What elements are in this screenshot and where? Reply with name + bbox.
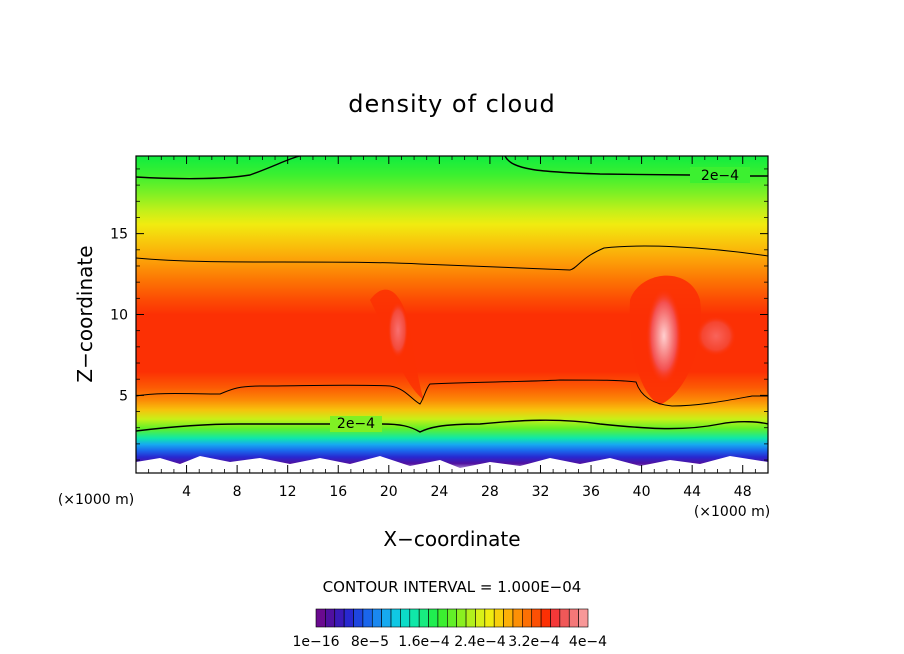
x-tick-label: 32 [532, 484, 550, 500]
contour-line-upper [136, 245, 768, 271]
colorbar-swatch [409, 608, 420, 628]
colorbar-swatch [447, 608, 457, 628]
updraft-core-right [646, 288, 682, 384]
y-tick-label: 5 [119, 388, 128, 404]
updraft-core-left [388, 302, 408, 358]
colorbar-tick-label: 1e−16 [292, 634, 339, 650]
x-tick-label: 12 [279, 484, 297, 500]
colorbar-swatch [484, 608, 495, 628]
y-tick-label: 15 [110, 227, 128, 243]
colorbar-swatch [362, 608, 373, 628]
colorbar-swatch [540, 608, 551, 628]
colorbar-swatch [550, 608, 561, 628]
colorbar-swatch [437, 608, 448, 628]
colorbar-tick-label: 4e−4 [569, 634, 607, 650]
colorbar-swatch [522, 608, 533, 628]
updraft-side-core [696, 316, 736, 356]
colorbar-swatch [456, 608, 467, 628]
x-axis-ticks: 4 8 12 16 20 24 28 32 36 40 44 48 [148, 156, 756, 500]
colorbar [315, 608, 589, 628]
colorbar-swatch [343, 608, 354, 628]
colorbar-swatch [568, 608, 579, 628]
y-axis-label: Z−coordinate [73, 245, 97, 382]
contour-line-lower [136, 419, 768, 433]
x-tick-label: 8 [233, 484, 242, 500]
colorbar-tick-label: 2.4e−4 [454, 634, 506, 650]
colorbar-tick-label: 3.2e−4 [508, 634, 560, 650]
colorbar-swatch [418, 608, 429, 628]
colorbar-swatch [465, 608, 476, 628]
colorbar-swatch [475, 608, 486, 628]
colorbar-swatch [512, 608, 523, 628]
colorbar-swatch [400, 608, 411, 628]
contour-label-bg-lower [330, 416, 382, 432]
contour-line-middle [136, 379, 768, 407]
colorbar-labels: 1e−16 8e−5 1.6e−4 2.4e−4 3.2e−4 4e−4 [292, 634, 607, 650]
colorbar-tick-label: 8e−5 [351, 634, 389, 650]
colorbar-swatch [578, 608, 589, 628]
contour-label-lower: 2e−4 [337, 416, 375, 432]
cloud-base-edge [136, 456, 768, 473]
x-tick-label: 48 [734, 484, 752, 500]
colorbar-swatch [390, 608, 401, 628]
colorbar-swatch [428, 608, 439, 628]
colorbar-swatch [381, 608, 392, 628]
x-tick-label: 20 [380, 484, 398, 500]
plot-area [136, 156, 768, 473]
contour-interval-text: CONTOUR INTERVAL = 1.000E−04 [323, 578, 582, 596]
contour-label-bg-top [690, 167, 750, 183]
colorbar-swatch [531, 608, 542, 628]
x-tick-label: 4 [182, 484, 191, 500]
colorbar-swatch [334, 608, 345, 628]
colorbar-swatch [503, 608, 514, 628]
colorbar-swatch [493, 608, 504, 628]
colorbar-swatch [371, 608, 382, 628]
colorbar-swatch [353, 608, 364, 628]
colorbar-swatch [559, 608, 570, 628]
x-tick-label: 44 [683, 484, 701, 500]
x-axis-label: X−coordinate [383, 527, 520, 551]
x-tick-label: 40 [633, 484, 651, 500]
y-axis-ticks: 5 10 15 [110, 168, 768, 461]
x-unit-left: (×1000 m) [58, 492, 134, 508]
x-tick-label: 24 [430, 484, 448, 500]
chart-title: density of cloud [348, 90, 555, 118]
y-tick-label: 10 [110, 308, 128, 324]
x-tick-label: 36 [582, 484, 600, 500]
colorbar-swatch [325, 608, 336, 628]
colorbar-swatch [315, 608, 326, 628]
colorbar-tick-label: 1.6e−4 [398, 634, 450, 650]
x-unit-right: (×1000 m) [694, 504, 770, 520]
contour-label-top: 2e−4 [701, 168, 739, 184]
x-tick-label: 16 [329, 484, 347, 500]
x-tick-label: 28 [481, 484, 499, 500]
